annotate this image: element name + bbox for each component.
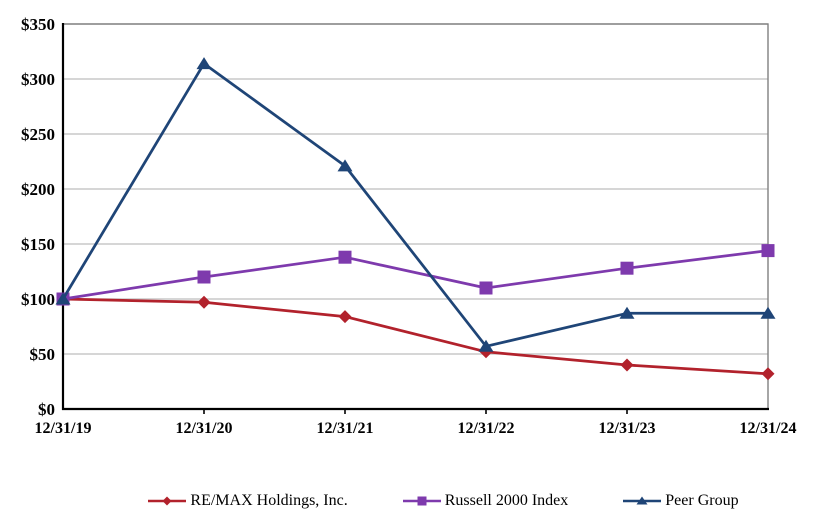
square-marker [479, 281, 493, 295]
series-line [62, 249, 769, 301]
y-axis-labels: $0 $50 $100 $150 $200 $250 $300 $350 [21, 15, 55, 419]
legend-item-russell-2000: Russell 2000 Index [402, 492, 569, 510]
series-re-max-holdings-inc [56, 292, 775, 381]
remax-series-key-icon [148, 496, 187, 506]
y-axis-tick-label: $150 [21, 235, 55, 254]
y-axis-tick-label: $100 [21, 290, 55, 309]
plot-border [62, 23, 769, 410]
square-marker [417, 496, 427, 506]
x-axis-tick-label: 12/31/23 [599, 420, 656, 437]
square-marker [761, 244, 775, 258]
x-axis-ticks [203, 409, 628, 414]
triangle-marker [760, 306, 776, 319]
x-axis-tick-label: 12/31/22 [458, 420, 515, 437]
chart-legend: RE/MAX Holdings, Inc. Russell 2000 Index… [0, 488, 821, 514]
diamond-marker [338, 310, 352, 324]
triangle-marker [636, 496, 648, 505]
legend-label-russell-2000: Russell 2000 Index [444, 492, 569, 509]
x-axis-tick-label: 12/31/19 [35, 420, 92, 437]
triangle-marker [55, 292, 71, 305]
peer-group-series-key-icon [623, 496, 662, 505]
y-axis-tick-label: $50 [30, 345, 56, 364]
series-russell-2000-index [56, 244, 775, 306]
x-axis-tick-label: 12/31/21 [317, 420, 374, 437]
diamond-marker [761, 367, 775, 381]
y-axis-tick-label: $200 [21, 180, 55, 199]
gridlines [63, 23, 768, 355]
y-axis-tick-label: $300 [21, 70, 55, 89]
triangle-marker [196, 57, 212, 70]
diamond-marker [197, 295, 211, 309]
x-axis-labels: 12/31/19 12/31/20 12/31/21 12/31/22 12/31/23… [35, 420, 797, 437]
legend-label-peer-group: Peer Group [665, 492, 739, 509]
x-axis-tick-label: 12/31/20 [176, 420, 233, 437]
y-axis-tick-label: $350 [21, 15, 55, 34]
y-axis-tick-label: $0 [38, 400, 55, 419]
x-axis-tick-label: 12/31/24 [740, 420, 797, 437]
diamond-marker [620, 358, 634, 372]
y-axis-tick-label: $250 [21, 125, 55, 144]
series-peer-group [55, 57, 776, 352]
series-line [61, 62, 768, 348]
legend-item-remax: RE/MAX Holdings, Inc. [148, 492, 348, 510]
square-marker [197, 270, 211, 284]
legend-label-remax: RE/MAX Holdings, Inc. [190, 492, 348, 509]
triangle-marker [337, 159, 353, 172]
diamond-marker [162, 496, 172, 506]
legend-item-peer-group: Peer Group [623, 492, 739, 510]
square-marker [620, 261, 634, 275]
russell-2000-series-key-icon [402, 496, 441, 506]
square-marker [338, 250, 352, 264]
triangle-marker [478, 339, 494, 352]
triangle-marker [619, 306, 635, 319]
series-line [62, 297, 769, 376]
